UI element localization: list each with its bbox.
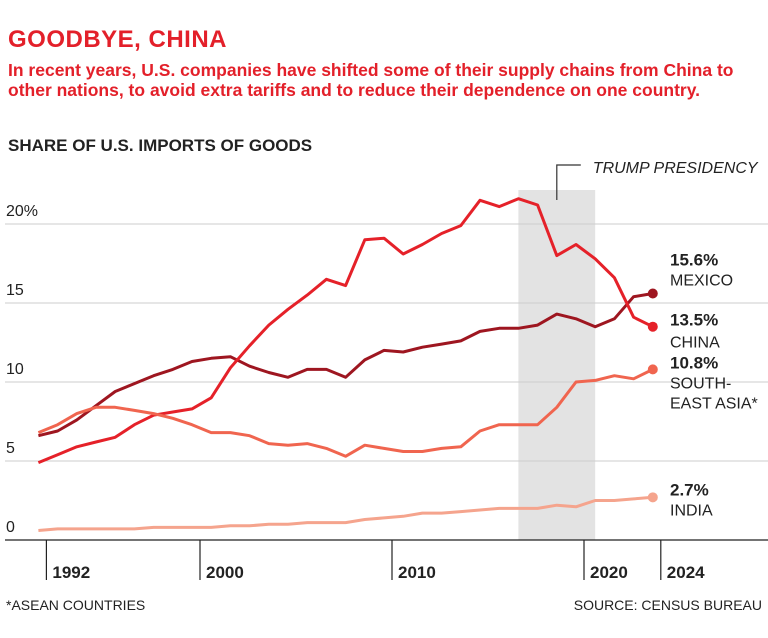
series-line — [37, 197, 654, 464]
series-label: CHINA — [670, 335, 720, 352]
annotation: TRUMP PRESIDENCY — [593, 160, 759, 177]
value-label: 10.8% — [670, 353, 718, 372]
series-label: MEXICO — [670, 273, 733, 290]
chart-title: SHARE OF U.S. IMPORTS OF GOODS — [8, 136, 313, 155]
annotation-bracket — [556, 164, 581, 200]
series-line — [38, 292, 654, 438]
x-tick-label: 2020 — [590, 563, 628, 582]
x-tick-label: 2000 — [206, 563, 244, 582]
value-label: 13.5% — [670, 311, 718, 330]
series-label: SOUTH-EAST ASIA* — [670, 375, 758, 412]
y-tick-label: 0 — [6, 519, 15, 536]
x-tick-label: 2024 — [667, 563, 705, 582]
series-line — [38, 495, 653, 532]
series-label: INDIA — [670, 502, 713, 519]
value-label: 2.7% — [670, 480, 709, 499]
y-tick-label: 15 — [6, 282, 24, 299]
end-dot — [647, 321, 658, 332]
y-tick-label: 5 — [6, 440, 15, 457]
shaded-range — [518, 190, 596, 540]
end-dot — [647, 288, 658, 299]
end-dot — [647, 492, 658, 503]
value-label: 15.6% — [670, 251, 718, 270]
footnote: *ASEAN COUNTRIES — [6, 597, 145, 613]
y-tick-label: 20% — [6, 203, 38, 220]
subtitle: In recent years, U.S. companies have shi… — [8, 60, 734, 100]
series-line — [37, 368, 654, 458]
x-tick-label: 1992 — [52, 563, 90, 582]
y-tick-label: 10 — [6, 361, 24, 378]
x-tick-label: 2010 — [398, 563, 436, 582]
title: GOODBYE, CHINA — [8, 26, 228, 53]
source: SOURCE: CENSUS BUREAU — [574, 597, 762, 613]
end-dot — [647, 364, 658, 375]
